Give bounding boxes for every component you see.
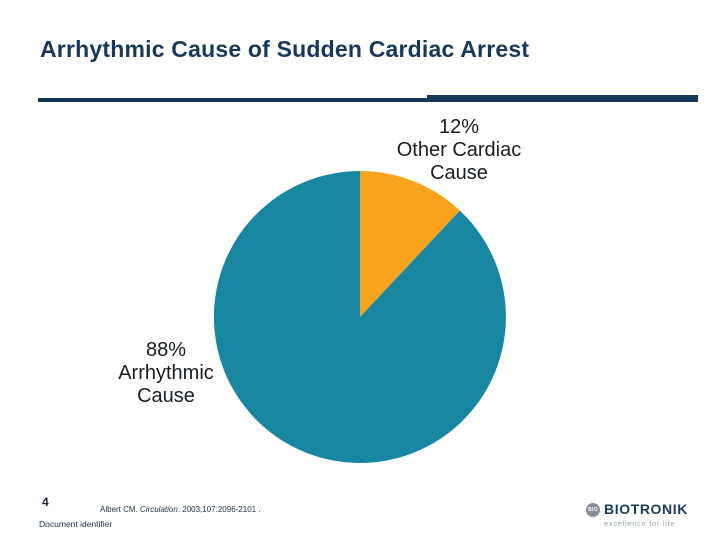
biotronik-logo: BIO BIOTRONIK excellence for life <box>586 502 688 528</box>
biotronik-globe-icon: BIO <box>586 503 600 517</box>
logo-text-block: BIOTRONIK excellence for life <box>604 501 688 529</box>
citation-journal: Circulation <box>140 505 178 514</box>
title-rule-left <box>38 98 427 102</box>
citation-rest: . 2003;107:2096-2101 . <box>177 505 261 514</box>
pie-label-other-cardiac-cause: 12% Other Cardiac Cause <box>396 116 522 184</box>
logo-tagline: excellence for life <box>604 519 676 528</box>
page-number: 4 <box>42 495 49 509</box>
citation: Albert CM. Circulation. 2003;107:2096-21… <box>100 505 261 514</box>
document-identifier: Document identifier <box>39 519 113 529</box>
pie-label-arrhythmic-cause: 88% Arrhythmic Cause <box>118 339 214 407</box>
pie-slice-other-cardiac-cause <box>360 171 460 317</box>
title-rule-right <box>427 95 698 102</box>
logo-wordmark: BIOTRONIK <box>604 501 688 517</box>
citation-author: Albert CM. <box>100 505 141 514</box>
pie-slice-arrhythmic-cause <box>213 170 506 463</box>
slide-title: Arrhythmic Cause of Sudden Cardiac Arres… <box>40 36 530 62</box>
